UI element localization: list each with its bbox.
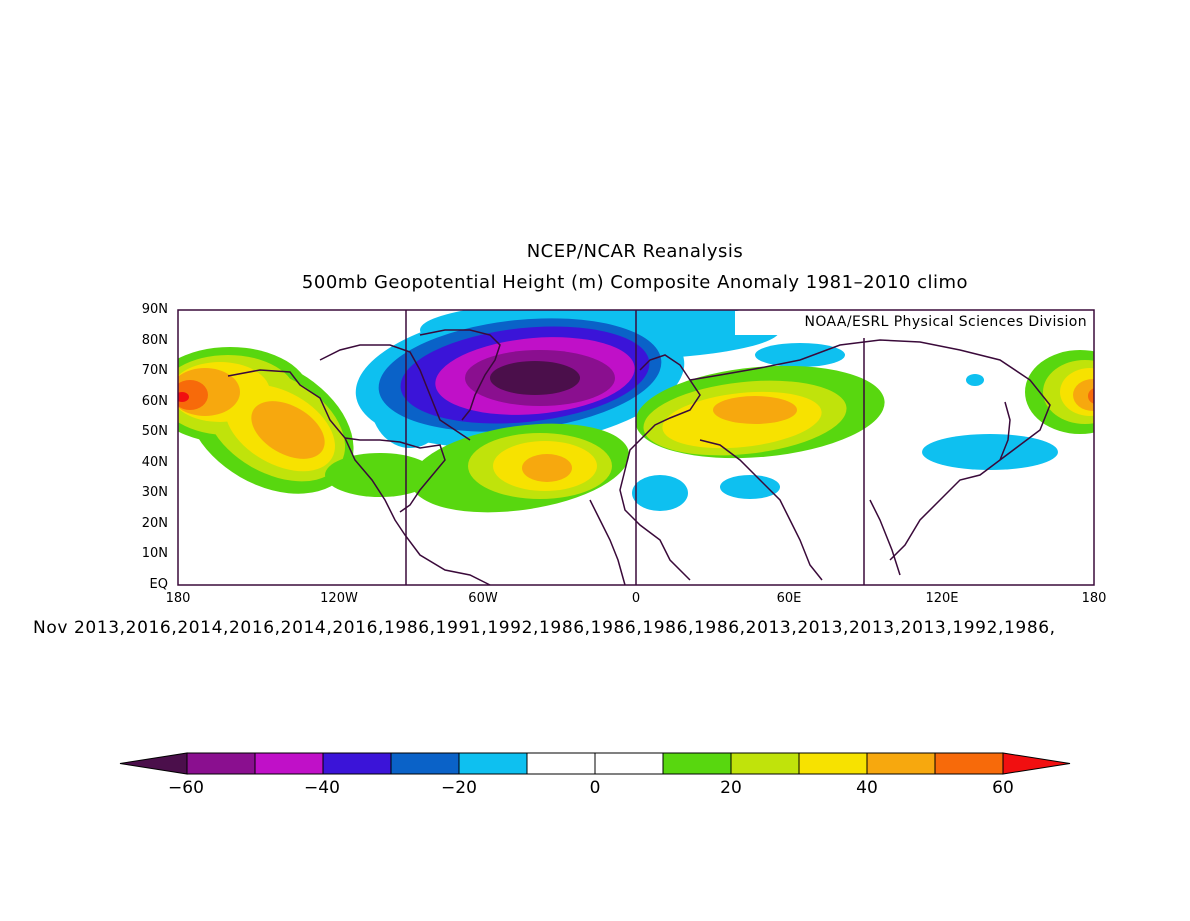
colorbar-swatch bbox=[594, 752, 664, 775]
y-label-70n: 70N bbox=[141, 363, 168, 378]
y-label-20n: 20N bbox=[141, 516, 168, 531]
colorbar-label-neg20: −20 bbox=[441, 778, 477, 798]
negative-anomaly-asia bbox=[632, 374, 1058, 511]
colorbar-label-60: 60 bbox=[992, 778, 1014, 798]
colorbar-swatch bbox=[458, 752, 528, 775]
x-label-120w: 120W bbox=[320, 591, 358, 606]
x-label-120e: 120E bbox=[925, 591, 959, 606]
y-label-80n: 80N bbox=[141, 333, 168, 348]
y-label-50n: 50N bbox=[141, 424, 168, 439]
chart-title: NCEP/NCAR Reanalysis bbox=[526, 241, 744, 262]
colorbar bbox=[119, 752, 1071, 775]
colorbar-label-40: 40 bbox=[856, 778, 878, 798]
x-label-60w: 60W bbox=[468, 591, 498, 606]
x-label-180e: 180 bbox=[1081, 591, 1107, 606]
x-label-180w: 180 bbox=[165, 591, 191, 606]
y-label-10n: 10N bbox=[141, 546, 168, 561]
coastlines bbox=[227, 329, 1051, 586]
y-label-40n: 40N bbox=[141, 455, 168, 470]
colorbar-label-neg60: −60 bbox=[168, 778, 204, 798]
colorbar-swatch bbox=[390, 752, 460, 775]
colorbar-swatch bbox=[322, 752, 392, 775]
colorbar-swatch bbox=[526, 752, 596, 775]
colorbar-label-20: 20 bbox=[720, 778, 742, 798]
credit-label: NOAA/ESRL Physical Sciences Division bbox=[735, 311, 1091, 335]
colorbar-label-neg40: −40 bbox=[304, 778, 340, 798]
meridian-lines bbox=[405, 310, 865, 585]
chart-subtitle: 500mb Geopotential Height (m) Composite … bbox=[301, 272, 969, 293]
y-label-30n: 30N bbox=[141, 485, 168, 500]
colorbar-swatch bbox=[934, 752, 1004, 775]
positive-anomaly-alaska bbox=[178, 347, 354, 494]
colorbar-swatch bbox=[798, 752, 868, 775]
colorbar-swatch bbox=[866, 752, 936, 775]
positive-anomaly-east-edge bbox=[1025, 350, 1094, 434]
colorbar-swatch bbox=[254, 752, 324, 775]
y-label-90n: 90N bbox=[141, 302, 168, 317]
y-label-60n: 60N bbox=[141, 394, 168, 409]
colorbar-arrow-low bbox=[119, 752, 188, 775]
colorbar-swatch bbox=[662, 752, 732, 775]
colorbar-swatch bbox=[186, 752, 256, 775]
positive-anomaly-atlantic bbox=[325, 423, 630, 513]
colorbar-swatch bbox=[730, 752, 800, 775]
y-label-eq: EQ bbox=[149, 577, 168, 592]
colorbar-label-0: 0 bbox=[589, 778, 601, 798]
x-label-0: 0 bbox=[631, 591, 641, 606]
positive-anomaly-eurasia bbox=[635, 365, 885, 459]
composite-dates: Nov 2013,2016,2014,2016,2014,2016,1986,1… bbox=[33, 618, 1056, 638]
colorbar-arrow-high bbox=[1002, 752, 1071, 775]
anomaly-contours bbox=[178, 310, 1094, 513]
x-label-60e: 60E bbox=[776, 591, 802, 606]
